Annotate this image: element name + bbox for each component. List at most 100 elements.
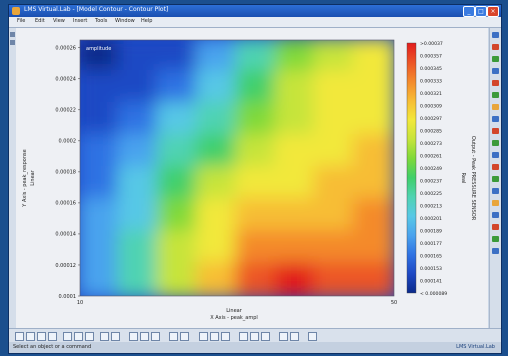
heatmap-cell bbox=[156, 262, 200, 296]
legend-value-label: 0.000309 bbox=[420, 103, 442, 109]
menu-window[interactable]: Window bbox=[115, 18, 135, 24]
new-file-icon[interactable] bbox=[15, 332, 24, 341]
view-top-icon[interactable] bbox=[210, 332, 219, 341]
legend-value-label: 0.000201 bbox=[420, 216, 442, 222]
record-tool-icon[interactable] bbox=[492, 44, 499, 50]
menu-insert[interactable]: Insert bbox=[73, 18, 88, 24]
paste-icon[interactable] bbox=[85, 332, 94, 341]
heatmap-cell bbox=[352, 198, 394, 234]
help-icon[interactable] bbox=[308, 332, 317, 341]
redo-icon[interactable] bbox=[111, 332, 120, 341]
open-file-icon[interactable] bbox=[26, 332, 35, 341]
heatmap-cell bbox=[313, 40, 357, 74]
undo-icon[interactable] bbox=[100, 332, 109, 341]
settings-tool-icon[interactable] bbox=[492, 212, 499, 218]
x-axis-label: X Axis - peak_ampl bbox=[210, 315, 258, 321]
window-title: LMS Virtual.Lab - [Model Contour - Conto… bbox=[24, 6, 169, 13]
heatmap-cell bbox=[313, 198, 357, 234]
heatmap-cell bbox=[313, 166, 357, 202]
pan-tool-icon[interactable] bbox=[10, 40, 15, 45]
sketch-tool-icon[interactable] bbox=[492, 32, 499, 38]
rotate-icon[interactable] bbox=[169, 332, 178, 341]
application-window: LMS Virtual.Lab - [Model Contour - Conto… bbox=[8, 4, 502, 354]
print-icon[interactable] bbox=[48, 332, 57, 341]
pan-icon[interactable] bbox=[180, 332, 189, 341]
legend-value-label: 0.000333 bbox=[420, 78, 442, 84]
heatmap-cell bbox=[80, 198, 122, 234]
legend-value-label: 0.000237 bbox=[420, 178, 442, 184]
status-bar: Select an object or a command LMS Virtua… bbox=[9, 342, 501, 353]
heatmap-cell bbox=[117, 262, 161, 296]
folder-tool-icon[interactable] bbox=[492, 104, 499, 110]
curve-tool-icon[interactable] bbox=[492, 140, 499, 146]
legend-value-label: >0.00037 bbox=[420, 41, 443, 47]
y-tick-label: 0.00014 bbox=[55, 232, 76, 238]
legend-value-label: 0.000177 bbox=[420, 241, 442, 247]
menu-bar: File Edit View Insert Tools Window Help bbox=[9, 17, 501, 28]
save-icon[interactable] bbox=[37, 332, 46, 341]
heatmap-cell bbox=[352, 230, 394, 266]
view-front-icon[interactable] bbox=[199, 332, 208, 341]
measure-icon[interactable] bbox=[279, 332, 288, 341]
menu-view[interactable]: View bbox=[53, 18, 65, 24]
legend-value-label: 0.000189 bbox=[420, 228, 442, 234]
select-tool-icon[interactable] bbox=[10, 32, 15, 37]
heatmap-cell bbox=[235, 198, 279, 234]
copy-icon[interactable] bbox=[74, 332, 83, 341]
wireframe-icon[interactable] bbox=[250, 332, 259, 341]
axis-tool-icon[interactable] bbox=[492, 152, 499, 158]
legend-value-label: 0.000273 bbox=[420, 141, 442, 147]
y-tick-label: 0.00024 bbox=[55, 77, 76, 83]
section-icon[interactable] bbox=[290, 332, 299, 341]
menu-file[interactable]: File bbox=[17, 18, 26, 24]
heatmap-cell bbox=[352, 134, 394, 170]
print-tool-icon[interactable] bbox=[492, 200, 499, 206]
stop-tool-icon[interactable] bbox=[492, 80, 499, 86]
legend-value-label: 0.000225 bbox=[420, 191, 442, 197]
legend-value-label: 0.000213 bbox=[420, 203, 442, 209]
run-tool-icon[interactable] bbox=[492, 56, 499, 62]
app-icon bbox=[12, 7, 20, 15]
minimize-button[interactable]: _ bbox=[463, 6, 475, 17]
x-tick-label: 10 bbox=[77, 300, 83, 306]
grid-tool-icon[interactable] bbox=[492, 116, 499, 122]
menu-tools[interactable]: Tools bbox=[95, 18, 108, 24]
heatmap-cell bbox=[274, 134, 318, 170]
heatmap-cell bbox=[235, 40, 279, 74]
heatmap-cell bbox=[274, 166, 318, 202]
status-text: Select an object or a command bbox=[13, 344, 92, 350]
y-tick-label: 0.00016 bbox=[55, 201, 76, 207]
refresh-tool-icon[interactable] bbox=[492, 236, 499, 242]
title-bar: LMS Virtual.Lab - [Model Contour - Conto… bbox=[9, 5, 501, 17]
heatmap-cell bbox=[274, 230, 318, 266]
menu-edit[interactable]: Edit bbox=[35, 18, 45, 24]
x-tick-label: 50 bbox=[391, 300, 397, 306]
fit-all-icon[interactable] bbox=[151, 332, 160, 341]
legend-tool-icon[interactable] bbox=[492, 176, 499, 182]
measure-tool-icon[interactable] bbox=[492, 68, 499, 74]
info-tool-icon[interactable] bbox=[492, 248, 499, 254]
zoom-in-icon[interactable] bbox=[129, 332, 138, 341]
legend-value-label: 0.000357 bbox=[420, 53, 442, 59]
heatmap-cell bbox=[313, 230, 357, 266]
delete-tool-icon[interactable] bbox=[492, 224, 499, 230]
marker-tool-icon[interactable] bbox=[492, 128, 499, 134]
heatmap-cell bbox=[352, 166, 394, 202]
heatmap-cell bbox=[195, 230, 239, 266]
heatmap-cell bbox=[117, 102, 161, 138]
cursor-tool-icon[interactable] bbox=[492, 164, 499, 170]
heatmap-cell bbox=[274, 198, 318, 234]
heatmap-cell bbox=[274, 40, 318, 74]
zoom-tool-icon[interactable] bbox=[492, 92, 499, 98]
render-icon[interactable] bbox=[239, 332, 248, 341]
legend-value-label: 0.000321 bbox=[420, 91, 442, 97]
export-tool-icon[interactable] bbox=[492, 188, 499, 194]
shading-icon[interactable] bbox=[261, 332, 270, 341]
cut-icon[interactable] bbox=[63, 332, 72, 341]
maximize-button[interactable]: □ bbox=[475, 6, 487, 17]
zoom-out-icon[interactable] bbox=[140, 332, 149, 341]
heatmap-cell bbox=[80, 70, 122, 106]
menu-help[interactable]: Help bbox=[141, 18, 153, 24]
close-button[interactable]: × bbox=[487, 6, 499, 17]
view-side-icon[interactable] bbox=[221, 332, 230, 341]
